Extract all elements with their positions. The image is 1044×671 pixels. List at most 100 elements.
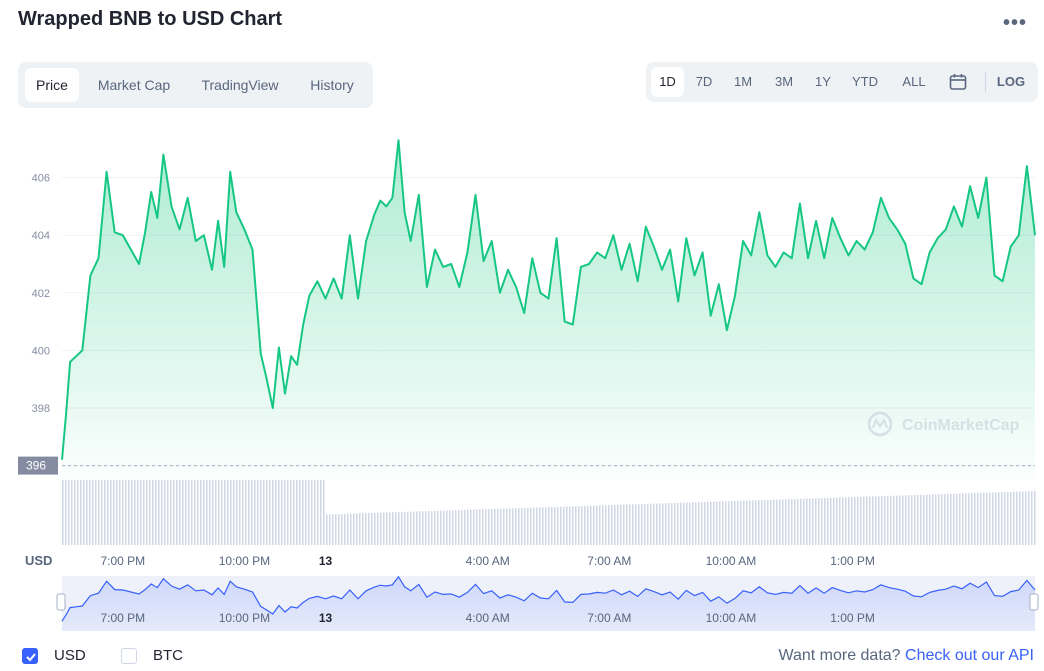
volume-bar	[734, 500, 736, 545]
navigator-area	[62, 576, 1035, 631]
volume-bar	[647, 503, 649, 545]
volume-bar	[107, 480, 109, 545]
volume-bar	[242, 480, 244, 545]
volume-bar	[248, 480, 250, 545]
volume-bar	[320, 480, 322, 545]
volume-bar	[587, 505, 589, 545]
volume-bar	[347, 513, 349, 545]
volume-bar	[596, 505, 598, 545]
volume-bar	[440, 510, 442, 545]
api-link[interactable]: Check out our API	[905, 647, 1034, 664]
volume-bar	[599, 505, 601, 545]
x-tick-label: 7:00 PM	[100, 554, 145, 568]
volume-bar	[920, 494, 922, 545]
volume-bar	[686, 502, 688, 545]
volume-bar	[524, 507, 526, 545]
volume-bar	[638, 504, 640, 545]
btc-checkbox[interactable]	[121, 648, 137, 664]
volume-bar	[635, 504, 637, 545]
tab-tradingview[interactable]: TradingView	[201, 77, 279, 93]
api-promo-text: Want more data?	[778, 647, 901, 664]
volume-bar	[398, 512, 400, 545]
volume-bar	[185, 480, 187, 545]
tab-history[interactable]: History	[310, 77, 354, 93]
navigator-tick-label: 10:00 AM	[706, 611, 757, 625]
volume-bar	[80, 480, 82, 545]
volume-bar	[653, 503, 655, 545]
volume-bar	[656, 503, 658, 545]
volume-bar	[359, 513, 361, 545]
volume-bar	[737, 500, 739, 545]
range-3m[interactable]: 3M	[774, 74, 794, 89]
volume-bar	[128, 480, 130, 545]
volume-bar	[536, 507, 538, 545]
volume-bar	[803, 498, 805, 545]
volume-bar	[245, 480, 247, 545]
volume-bar	[752, 500, 754, 545]
volume-bar	[458, 510, 460, 545]
usd-checkbox[interactable]	[22, 648, 38, 664]
calendar-icon[interactable]	[949, 73, 967, 91]
volume-bar	[716, 501, 718, 545]
volume-bar	[335, 514, 337, 545]
navigator-line	[61, 575, 1036, 622]
volume-bar	[356, 513, 358, 545]
navigator[interactable]: 7:00 PM 10:00 PM 13 4:00 AM 7:00 AM 10:00 AM 1…	[56, 575, 1039, 631]
current-price-marker: 396	[18, 456, 58, 475]
tab-price[interactable]: Price	[25, 68, 79, 102]
volume-bar	[389, 512, 391, 545]
volume-bar	[392, 512, 394, 545]
volume-bar	[329, 514, 331, 545]
volume-bar	[659, 503, 661, 545]
volume-bar	[326, 514, 328, 545]
volume-bar	[197, 480, 199, 545]
range-all[interactable]: ALL	[902, 74, 926, 89]
volume-bar	[728, 501, 730, 545]
volume-bar	[413, 511, 415, 545]
volume-bar	[674, 502, 676, 545]
volume-bar	[665, 503, 667, 545]
volume-bar	[623, 504, 625, 545]
volume-bar	[557, 506, 559, 545]
volume-bar	[281, 480, 283, 545]
volume-bar	[383, 512, 385, 545]
navigator-right-handle[interactable]	[1029, 593, 1039, 611]
volume-bar	[677, 502, 679, 545]
volume-bar	[380, 512, 382, 545]
volume-bars	[62, 480, 1036, 545]
volume-bar	[86, 480, 88, 545]
volume-bar	[83, 480, 85, 545]
volume-bar	[491, 509, 493, 545]
volume-bar	[866, 496, 868, 545]
volume-bar	[470, 509, 472, 545]
log-scale-toggle[interactable]: LOG	[996, 74, 1026, 89]
volume-bar	[296, 480, 298, 545]
volume-bar	[377, 512, 379, 545]
volume-bar	[800, 498, 802, 545]
volume-bar	[455, 510, 457, 545]
range-1y[interactable]: 1Y	[815, 74, 831, 89]
volume-bar	[815, 498, 817, 545]
navigator-left-handle[interactable]	[56, 593, 66, 611]
volume-bar	[971, 493, 973, 545]
volume-bar	[548, 507, 550, 545]
y-tick-label: 406	[32, 173, 50, 185]
range-7d[interactable]: 7D	[695, 74, 713, 89]
volume-bar	[758, 500, 760, 545]
volume-bar	[839, 497, 841, 545]
volume-bar	[464, 509, 466, 545]
volume-bar	[206, 480, 208, 545]
x-tick-label: 10:00 PM	[219, 554, 270, 568]
volume-bar	[260, 480, 262, 545]
range-1m[interactable]: 1M	[733, 74, 753, 89]
volume-bar	[287, 480, 289, 545]
range-ytd[interactable]: YTD	[852, 74, 878, 89]
volume-bar	[854, 497, 856, 545]
volume-bar	[929, 494, 931, 545]
range-1d[interactable]: 1D	[651, 67, 684, 97]
more-options-icon[interactable]: •••	[1003, 12, 1028, 34]
volume-bar	[905, 495, 907, 545]
volume-bar	[554, 506, 556, 545]
tab-market-cap[interactable]: Market Cap	[97, 77, 171, 93]
volume-bar	[791, 499, 793, 545]
